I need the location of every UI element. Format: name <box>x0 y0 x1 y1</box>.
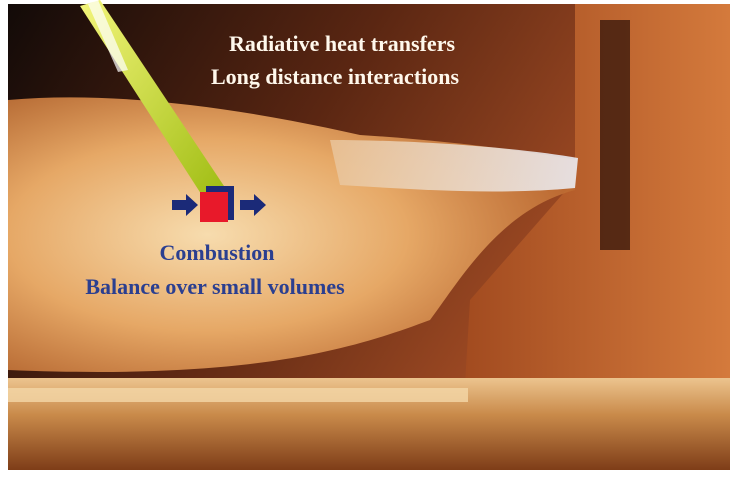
arrow-in <box>172 194 198 216</box>
wall-opening <box>600 20 630 250</box>
flame-jet <box>330 140 578 192</box>
arrow-out <box>240 194 266 216</box>
top-label: Long distance interactions <box>211 64 460 89</box>
furnace-wall <box>460 4 730 470</box>
floor-highlight <box>8 388 468 402</box>
cone-arrow <box>88 0 128 72</box>
bottom-label: Combustion <box>160 240 275 265</box>
volume <box>200 192 228 222</box>
top-label: Radiative heat transfers <box>229 31 456 56</box>
bottom-label: Balance over small volumes <box>85 274 345 299</box>
